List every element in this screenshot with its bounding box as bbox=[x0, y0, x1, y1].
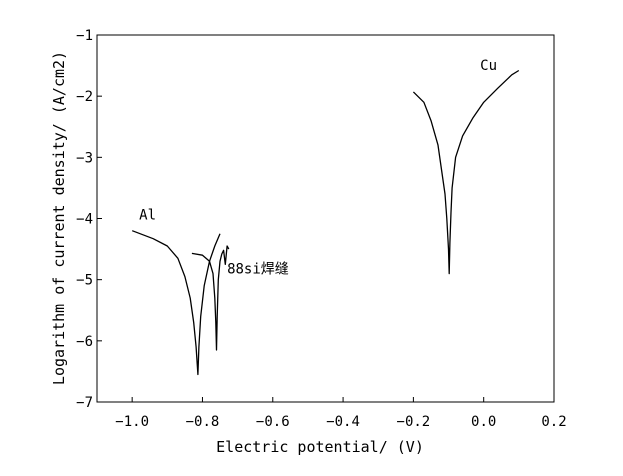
y-axis-title: Logarithm of current density/ (A/cm2) bbox=[50, 51, 68, 385]
y-tick-label: −4 bbox=[76, 212, 93, 228]
curves-group bbox=[131, 69, 520, 376]
y-tick-label: −3 bbox=[76, 150, 93, 166]
x-tick-label: 0.2 bbox=[541, 414, 566, 430]
x-axis-ticks: −1.0 −0.8 −0.6 −0.4 −0.2 0.0 0.2 bbox=[115, 397, 567, 430]
y-tick-label: −1 bbox=[76, 28, 93, 44]
y-tick-label: −7 bbox=[76, 395, 93, 411]
annotations-group: Al 88si焊缝 Cu bbox=[139, 58, 497, 278]
y-tick-label: −2 bbox=[76, 89, 93, 105]
x-tick-label: −0.6 bbox=[256, 414, 290, 430]
annotation-label: 88si焊缝 bbox=[227, 262, 289, 278]
y-axis-ticks: −7 −6 −5 −4 −3 −2 −1 bbox=[76, 28, 102, 411]
series-line-2 bbox=[191, 245, 230, 351]
y-tick-label: −6 bbox=[76, 334, 93, 350]
series-line-1 bbox=[131, 230, 221, 376]
x-axis-title: Electric potential/ (V) bbox=[216, 438, 424, 456]
y-tick-label: −5 bbox=[76, 273, 93, 289]
x-tick-label: −0.2 bbox=[397, 414, 431, 430]
x-tick-label: 0.0 bbox=[471, 414, 496, 430]
plot-frame bbox=[96, 34, 555, 403]
x-tick-label: −0.8 bbox=[186, 414, 220, 430]
annotation-label: Al bbox=[139, 208, 156, 224]
x-tick-label: −0.4 bbox=[326, 414, 360, 430]
series-line-3 bbox=[412, 69, 520, 275]
x-tick-label: −1.0 bbox=[115, 414, 149, 430]
annotation-label: Cu bbox=[480, 58, 497, 74]
